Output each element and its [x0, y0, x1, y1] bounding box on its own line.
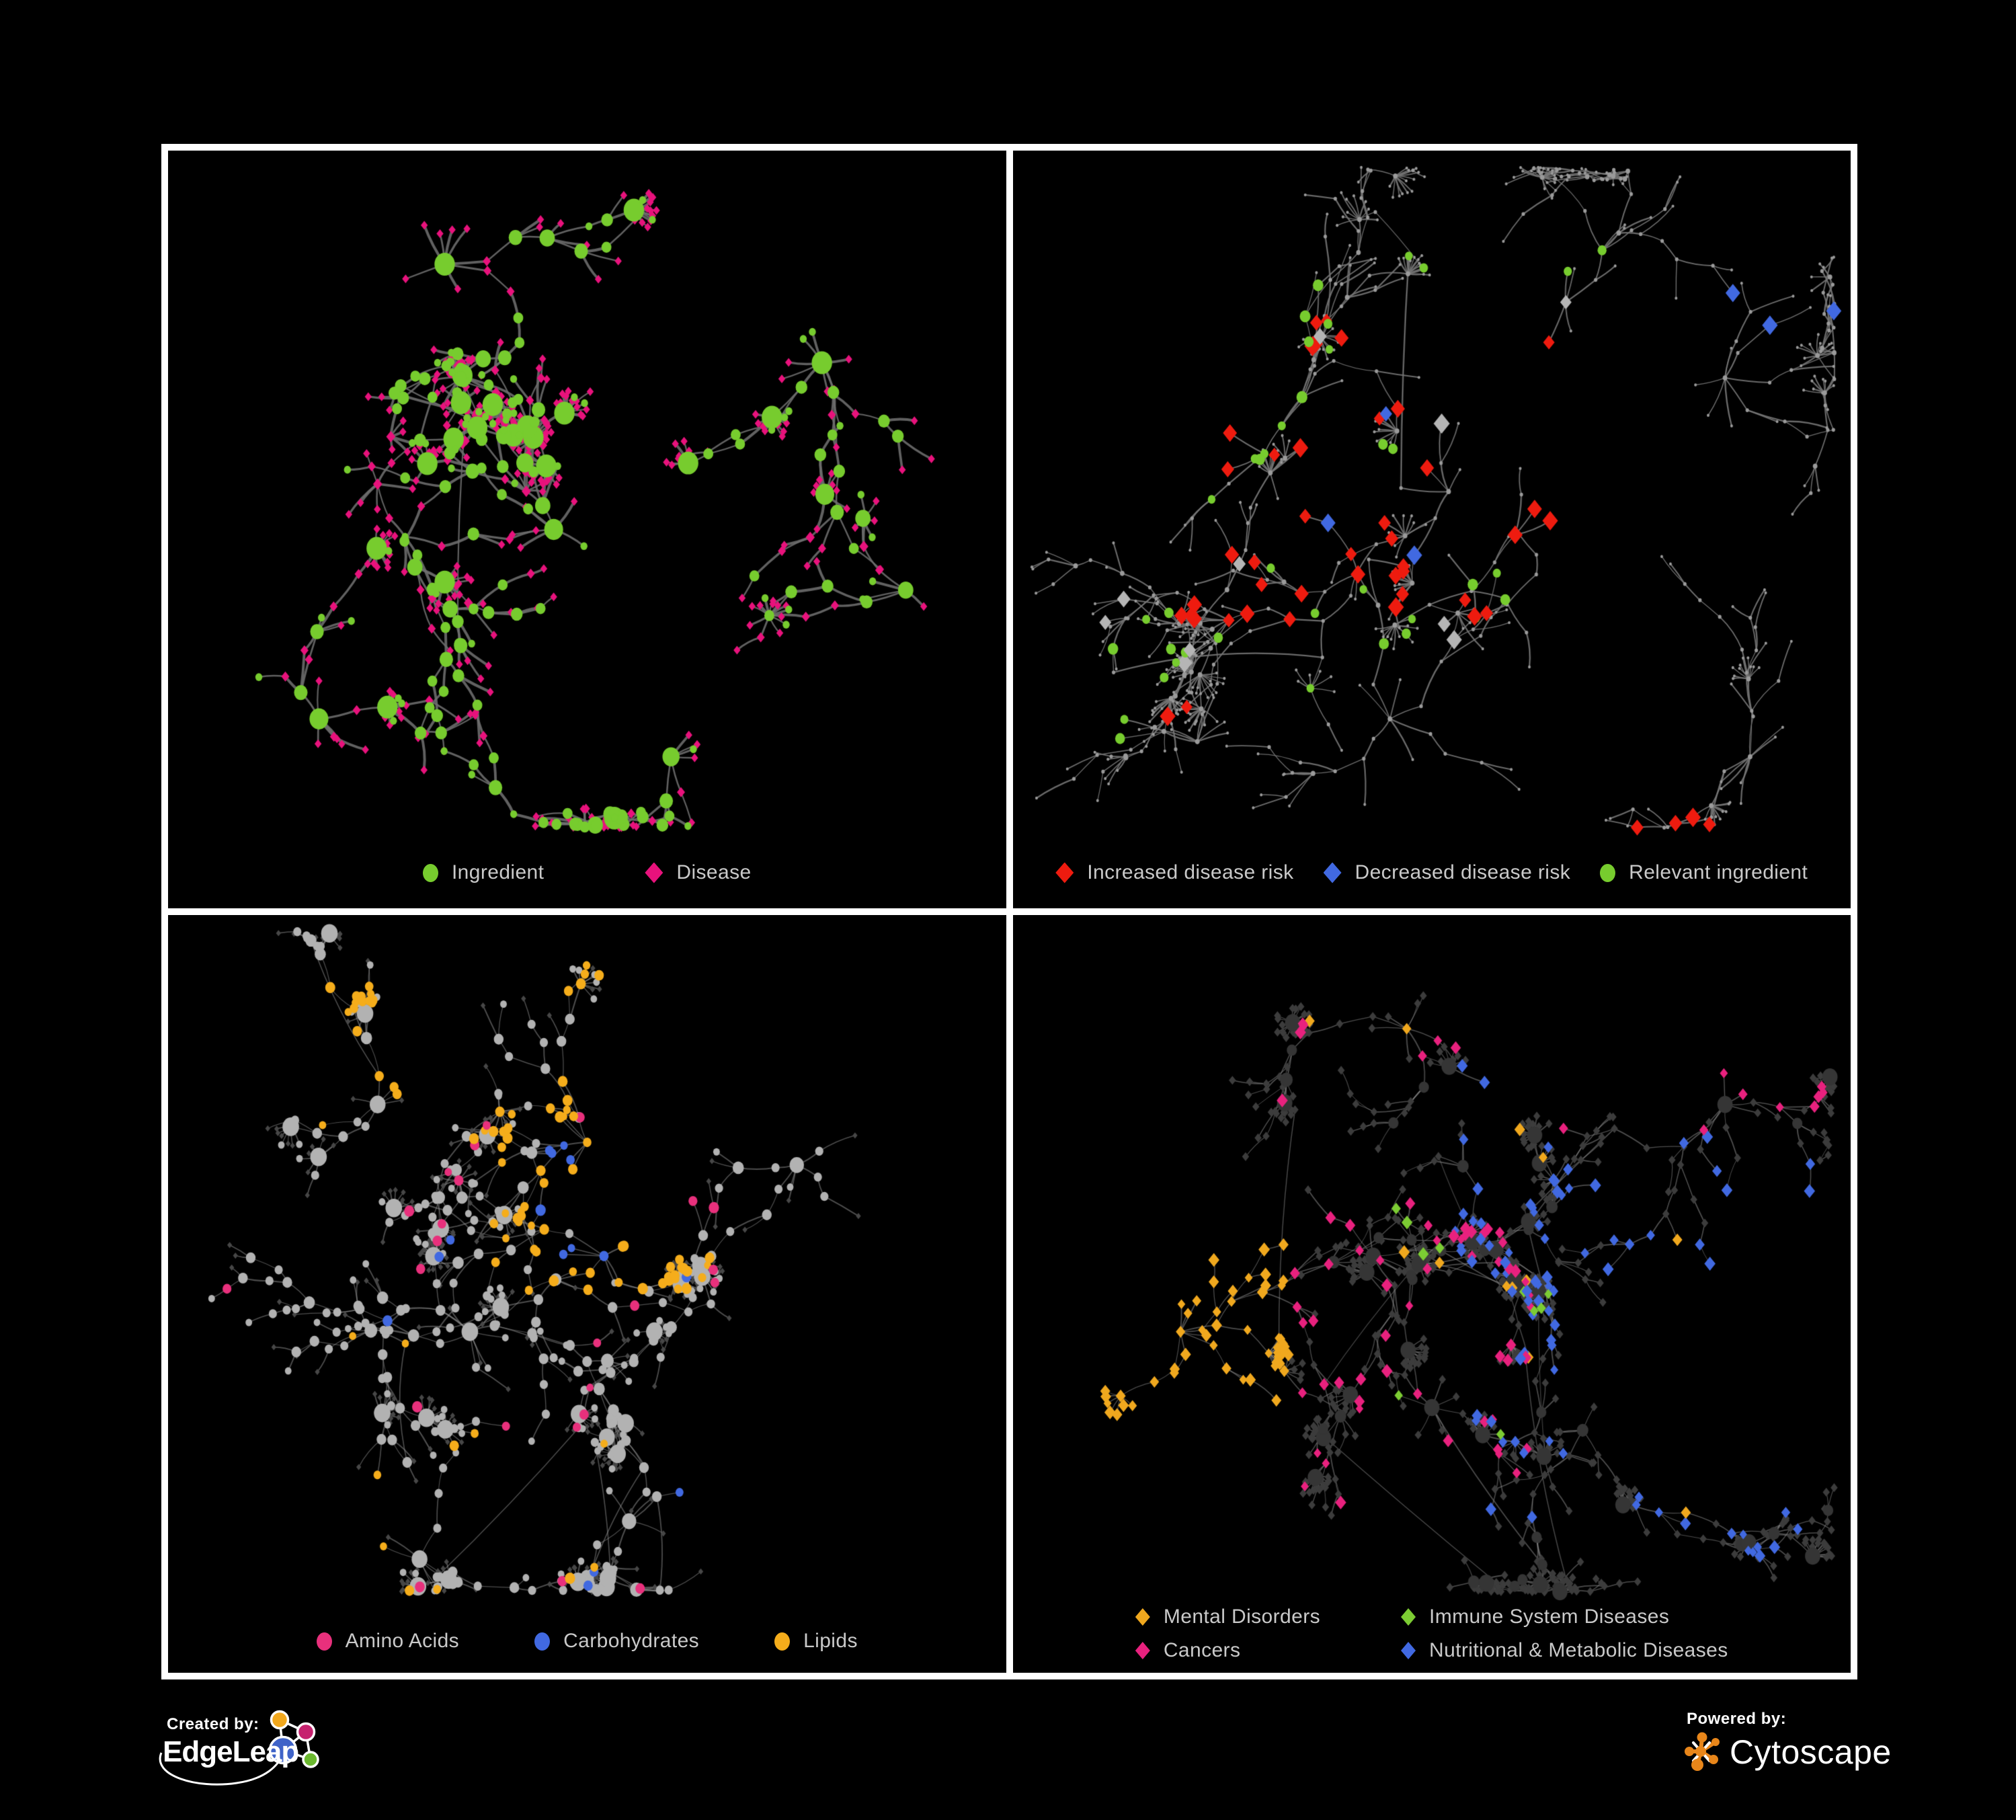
legend-disease-risk: Increased disease risk Decreased disease…: [1013, 861, 1851, 884]
disease-diamond-icon: [645, 862, 663, 883]
edgeleap-wordmark: EdgeLeap: [163, 1735, 299, 1768]
legend-item-mental-disorders: Mental Disorders: [1135, 1606, 1320, 1628]
edgeleap-branding: Created by: EdgeLeap: [159, 1710, 343, 1801]
legend-label-increased-risk: Increased disease risk: [1087, 861, 1294, 883]
cytoscape-logo-icon: [1685, 1732, 1720, 1771]
amino-acids-circle-icon: [316, 1632, 332, 1651]
legend-item-increased-risk: Increased disease risk: [1055, 861, 1293, 884]
relevant-ingredient-circle-icon: [1600, 863, 1616, 882]
panel-ingredient-disease: Ingredient Disease: [168, 151, 1006, 908]
carbohydrates-circle-icon: [534, 1632, 551, 1651]
network-canvas-disease-risk: [1012, 151, 1851, 908]
legend-item-ingredient: Ingredient: [422, 861, 545, 884]
network-canvas-disease-classes: [1012, 915, 1851, 1673]
legend-item-nutritional-metabolic: Nutritional & Metabolic Diseases: [1401, 1639, 1728, 1662]
panel-disease-risk: Increased disease risk Decreased disease…: [1012, 151, 1851, 908]
legend-label-disease: Disease: [676, 861, 752, 883]
network-canvas-ingredient-disease: [168, 151, 1006, 908]
legend-ingredient-disease: Ingredient Disease: [168, 861, 1006, 884]
panels-grid: Ingredient Disease Increased disease ris…: [161, 144, 1857, 1679]
cytoscape-logo-row: Cytoscape: [1684, 1731, 1906, 1773]
legend-item-immune-diseases: Immune System Diseases: [1401, 1606, 1728, 1628]
legend-label-immune-diseases: Immune System Diseases: [1429, 1606, 1670, 1628]
legend-label-carbohydrates: Carbohydrates: [563, 1630, 700, 1652]
legend-label-amino-acids: Amino Acids: [345, 1630, 460, 1652]
legend-item-decreased-risk: Decreased disease risk: [1323, 861, 1571, 884]
legend-item-lipids: Lipids: [774, 1630, 858, 1653]
lipids-circle-icon: [774, 1632, 791, 1651]
cytoscape-wordmark: Cytoscape: [1730, 1733, 1892, 1771]
immune-diseases-diamond-icon: [1401, 1608, 1416, 1626]
cytoscape-branding: Powered by:: [1684, 1710, 1906, 1797]
nutritional-metabolic-diamond-icon: [1401, 1642, 1416, 1659]
legend-macronutrients: Amino Acids Carbohydrates Lipids: [168, 1630, 1006, 1653]
panel-macronutrient-classes: Amino Acids Carbohydrates Lipids: [168, 915, 1006, 1673]
cancers-diamond-icon: [1135, 1642, 1150, 1659]
legend-label-decreased-risk: Decreased disease risk: [1355, 861, 1571, 883]
legend-disease-classes: Mental Disorders Immune System Diseases …: [1013, 1606, 1851, 1662]
legend-item-cancers: Cancers: [1135, 1639, 1320, 1662]
created-by-label: Created by:: [167, 1715, 259, 1733]
legend-label-mental-disorders: Mental Disorders: [1163, 1606, 1320, 1628]
legend-label-relevant-ingredient: Relevant ingredient: [1629, 861, 1808, 883]
network-canvas-macronutrients: [168, 915, 1006, 1673]
legend-label-nutritional-metabolic: Nutritional & Metabolic Diseases: [1429, 1639, 1728, 1661]
legend-item-amino-acids: Amino Acids: [316, 1630, 460, 1653]
legend-item-relevant-ingredient: Relevant ingredient: [1600, 861, 1808, 884]
decreased-risk-diamond-icon: [1323, 862, 1342, 883]
ingredient-circle-icon: [422, 863, 438, 882]
mental-disorders-diamond-icon: [1135, 1608, 1150, 1626]
powered-by-label: Powered by:: [1687, 1710, 1787, 1728]
legend-label-ingredient: Ingredient: [451, 861, 545, 883]
panel-disease-classes: Mental Disorders Immune System Diseases …: [1012, 915, 1851, 1673]
legend-item-disease: Disease: [645, 861, 751, 884]
legend-item-carbohydrates: Carbohydrates: [534, 1630, 699, 1653]
legend-label-lipids: Lipids: [803, 1630, 858, 1652]
legend-label-cancers: Cancers: [1163, 1639, 1241, 1661]
increased-risk-diamond-icon: [1055, 862, 1074, 883]
edgeleap-logo-icon: [159, 1710, 319, 1786]
